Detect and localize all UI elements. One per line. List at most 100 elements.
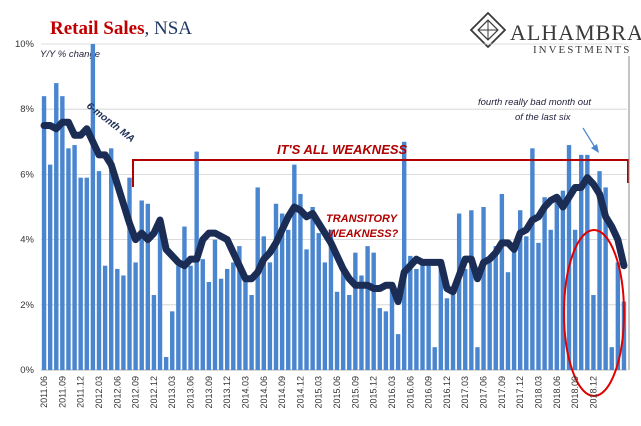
bar (224, 268, 230, 370)
bar (176, 265, 181, 370)
bar (139, 200, 144, 370)
bar (536, 242, 541, 370)
bar (402, 141, 407, 370)
bar (163, 356, 169, 370)
bar (60, 96, 65, 370)
bar (334, 291, 340, 370)
bar (218, 278, 224, 370)
bar (322, 262, 328, 370)
bar (231, 262, 236, 370)
bar (170, 311, 175, 370)
bar (438, 268, 444, 370)
bar (585, 154, 590, 370)
bar (249, 295, 254, 370)
x-tick-label: 2014.06 (259, 376, 269, 409)
x-tick-label: 2015.12 (369, 376, 379, 409)
y-tick-label: 0% (20, 365, 34, 376)
x-tick-label: 2012.06 (112, 376, 122, 409)
x-tick-label: 2011.06 (39, 376, 49, 408)
bar (182, 226, 187, 370)
bar (151, 295, 157, 370)
bar (292, 164, 297, 370)
bar (426, 265, 431, 370)
title-sub: , NSA (144, 18, 192, 39)
x-tick-label: 2011.12 (76, 376, 86, 408)
bar (54, 83, 59, 371)
bar (115, 268, 120, 370)
bar (353, 252, 358, 370)
bar (133, 262, 138, 370)
moving-average-line (40, 118, 628, 306)
fourth-note-1: fourth really bad month out (478, 97, 591, 108)
bar (408, 255, 413, 370)
x-tick-label: 2016.12 (442, 376, 452, 409)
note-arrow (582, 127, 597, 150)
bar (560, 190, 566, 370)
x-tick-label: 2013.12 (222, 376, 232, 409)
x-tick-label: 2014.09 (277, 376, 287, 409)
bar (66, 148, 71, 370)
bar (90, 44, 96, 370)
bar (597, 171, 602, 370)
bar (78, 177, 83, 370)
bar (389, 285, 395, 370)
bar (145, 203, 151, 370)
bar (328, 229, 334, 370)
bar (603, 187, 608, 370)
bar (279, 213, 285, 370)
bar (548, 229, 553, 370)
y-tick-label: 6% (20, 169, 34, 180)
bar (432, 347, 437, 370)
bar (469, 210, 474, 370)
bar (444, 298, 450, 370)
chart-title: Retail Sales, NSA (50, 18, 192, 39)
bar (377, 308, 382, 370)
bar (475, 347, 480, 370)
bar (395, 334, 401, 370)
y-ticks: 0% 2% 4% 6% 8% 10% (15, 39, 35, 376)
bar (609, 347, 614, 370)
title-main: Retail Sales (50, 18, 144, 39)
x-tick-label: 2011.09 (57, 376, 67, 408)
x-tick-label: 2016.03 (387, 376, 397, 409)
transitory-label-1: TRANSITORY (326, 213, 399, 225)
bar (530, 148, 535, 370)
bar (316, 233, 321, 370)
x-tick-label: 2015.06 (332, 376, 342, 409)
note-arrow-head (591, 144, 599, 153)
bar (493, 246, 498, 370)
bar (47, 164, 53, 370)
bar (206, 281, 212, 370)
bar (481, 207, 486, 370)
x-tick-label: 2017.03 (460, 376, 470, 409)
y-tick-label: 10% (15, 39, 35, 50)
bar (255, 187, 260, 370)
x-tick-label: 2018.12 (588, 376, 598, 409)
bar (511, 242, 517, 370)
bar (572, 229, 578, 370)
bar (237, 246, 242, 370)
bar-series (41, 44, 627, 371)
bar (579, 154, 584, 370)
bar (542, 197, 547, 370)
bar (505, 272, 511, 370)
brand-name: ALHAMBRA (510, 20, 641, 45)
x-tick-label: 2013.03 (167, 376, 177, 409)
x-ticks: 2011.06 2011.09 2011.12 2012.03 2012.06 2012.… (39, 376, 598, 409)
bar (499, 193, 505, 370)
transitory-label-2: WEAKNESS? (328, 228, 399, 240)
bar (524, 236, 529, 370)
bar (286, 229, 291, 370)
bar (371, 252, 376, 370)
x-tick-label: 2018.03 (533, 376, 543, 409)
weakness-bracket (132, 159, 629, 187)
x-tick-label: 2012.09 (131, 376, 141, 409)
x-tick-label: 2016.09 (424, 376, 434, 409)
bar (267, 262, 273, 370)
bar (554, 197, 559, 370)
x-tick-label: 2015.09 (350, 376, 360, 409)
bar (84, 177, 89, 370)
bar (487, 262, 492, 370)
bar (304, 249, 309, 370)
